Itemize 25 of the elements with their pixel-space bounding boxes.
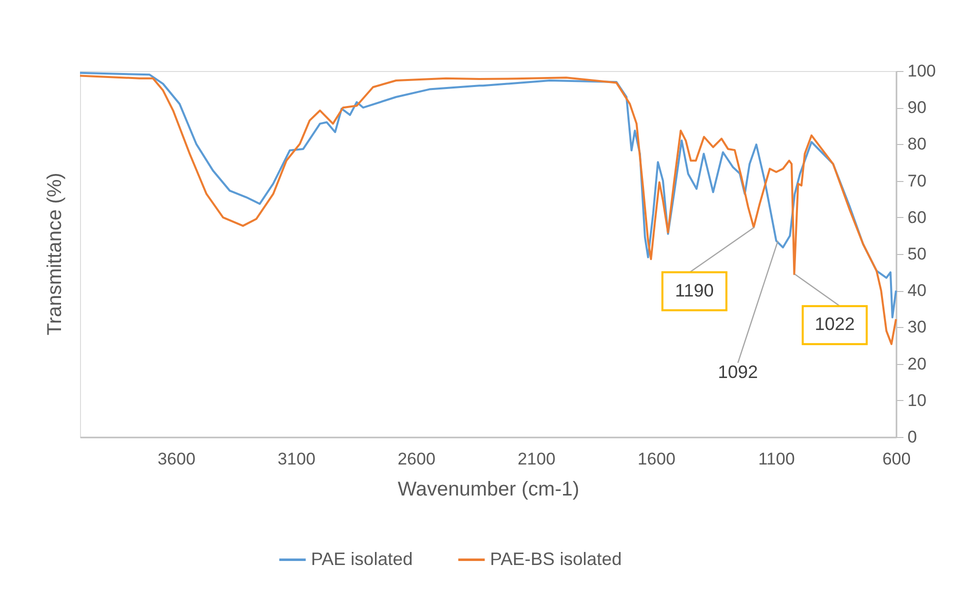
legend-label: PAE-BS isolated xyxy=(490,548,622,569)
x-tick-label: 2600 xyxy=(398,450,436,468)
y-tick-label: 80 xyxy=(908,134,926,154)
y-axis-title: Transmittance (%) xyxy=(44,172,66,336)
legend-label: PAE isolated xyxy=(311,548,413,569)
annotation: 1022 xyxy=(814,314,855,334)
y-tick-label: 70 xyxy=(908,171,926,190)
y-tick-label: 0 xyxy=(908,428,917,446)
y-tick-label: 50 xyxy=(908,244,926,264)
x-tick-label: 600 xyxy=(882,450,911,468)
x-tick-label: 1100 xyxy=(758,450,795,468)
y-tick-label: 20 xyxy=(908,354,926,374)
annotation: 1190 xyxy=(675,280,714,300)
x-tick-label: 3100 xyxy=(278,450,316,468)
x-tick-label: 3600 xyxy=(158,450,196,468)
y-tick-label: 30 xyxy=(908,318,926,337)
x-axis-title: Wavenumber (cm-1) xyxy=(398,478,580,500)
y-tick-label: 100 xyxy=(908,62,936,80)
y-tick-label: 60 xyxy=(908,208,926,227)
annotation: 1092 xyxy=(718,362,758,382)
y-tick-label: 90 xyxy=(908,98,926,118)
x-tick-label: 2100 xyxy=(518,450,556,468)
x-tick-label: 1600 xyxy=(638,450,676,468)
y-tick-label: 40 xyxy=(908,281,926,300)
y-tick-label: 10 xyxy=(908,390,926,410)
